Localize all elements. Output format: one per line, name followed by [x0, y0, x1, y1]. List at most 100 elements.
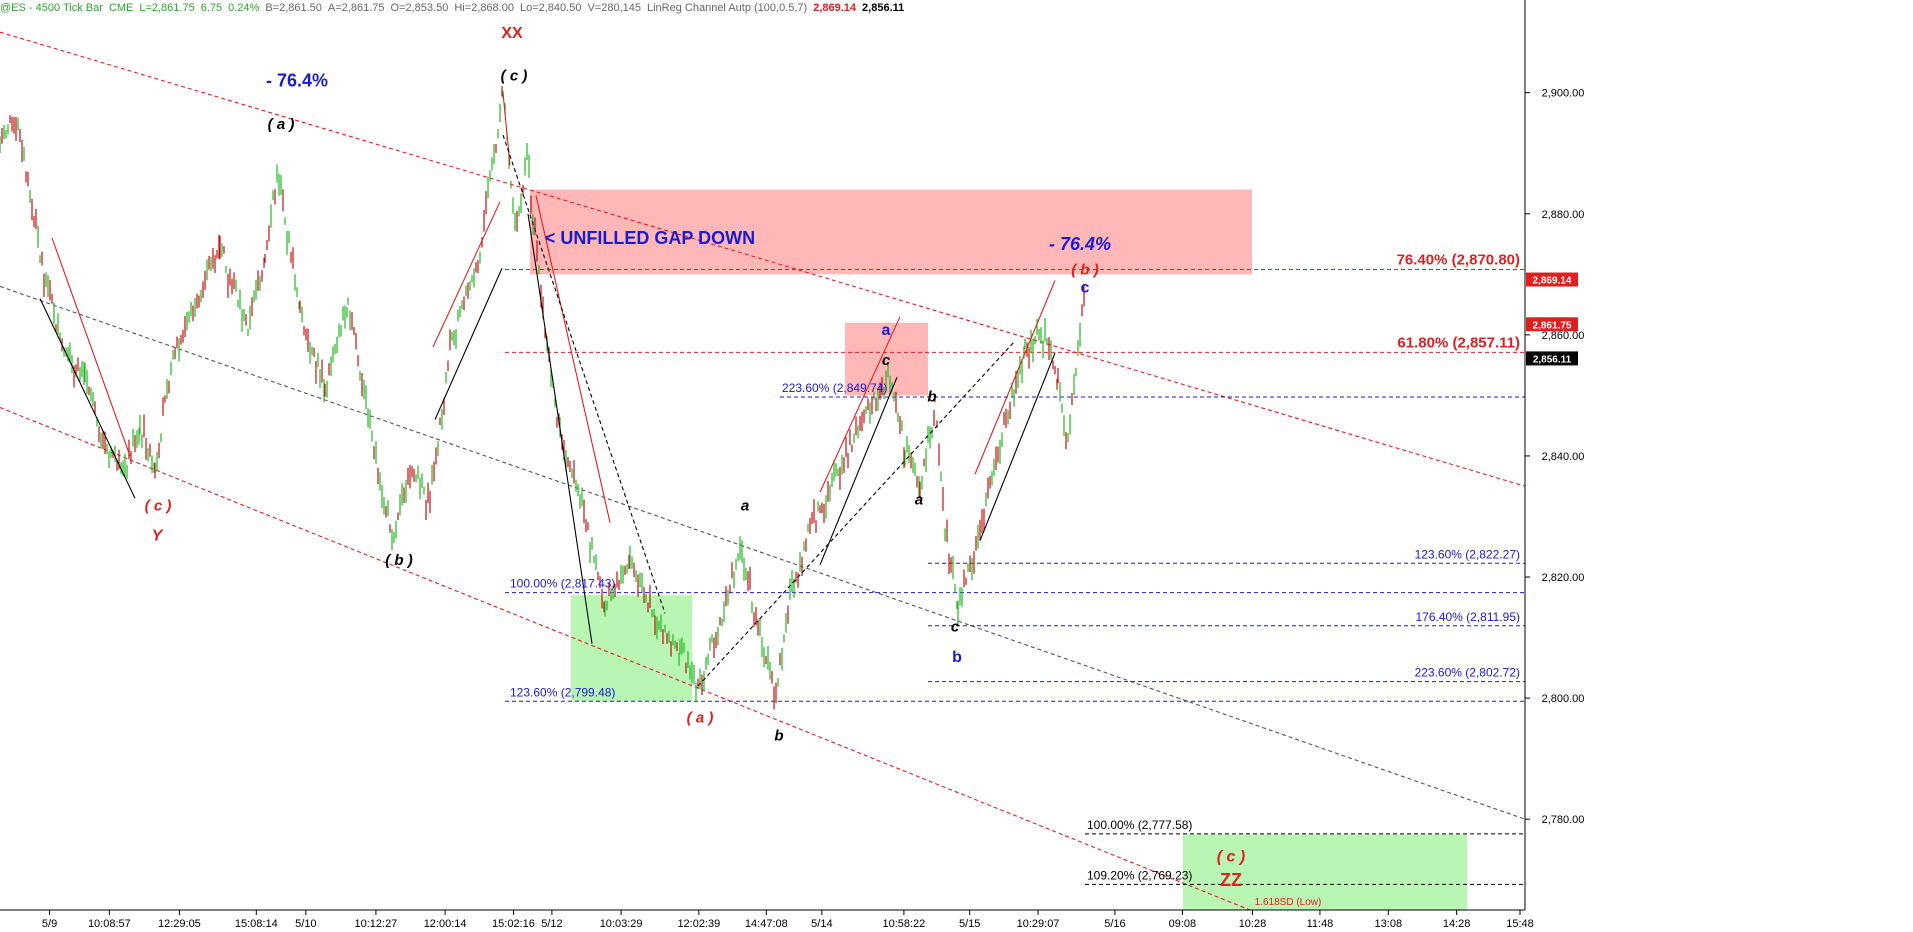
wave-line-1 [51, 237, 131, 457]
header-ind-val1: 2,869.14 [813, 2, 857, 14]
price-tag-label: 2,869.14 [1533, 276, 1572, 287]
x-tick-label: 10:03:29 [600, 918, 643, 930]
fib-level-label-7: 123.60% (2,799.48) [510, 685, 615, 699]
wave-annotation-16: c [951, 619, 960, 636]
wave-annotation-7: < UNFILLED GAP DOWN [545, 228, 755, 248]
x-tick-label: 14:28 [1443, 918, 1471, 930]
wave-line-6 [535, 195, 611, 523]
channel-line-2 [0, 407, 1251, 911]
wave-annotation-14: a [741, 497, 749, 514]
x-tick-label: 5/9 [42, 918, 57, 930]
price-tag-box [1526, 351, 1578, 366]
x-tick-label: 5/14 [811, 918, 832, 930]
wave-line-3 [432, 201, 501, 348]
header-low: Lo=2,840.50 [519, 2, 582, 14]
header-ind-val2: 2,856.11 [862, 2, 905, 14]
wave-annotation-18: ( a ) [687, 709, 714, 726]
x-tick-label: 12:00:14 [424, 918, 467, 930]
wave-annotation-15: a [915, 491, 923, 508]
y-tick-label: 2,840.00 [1542, 451, 1585, 463]
price-tag-label: 2,861.75 [1533, 320, 1572, 331]
wave-annotation-2: XX [501, 25, 523, 42]
wave-line-5 [527, 213, 593, 644]
header-last: L=2,861.75 [139, 2, 195, 14]
header-volume: V=280,145 [587, 2, 641, 14]
wave-annotation-21: ZZ [1220, 870, 1242, 890]
x-tick-label: 13:08 [1375, 918, 1403, 930]
header-open: O=2,853.50 [390, 2, 449, 14]
x-tick-label: 10:08:57 [88, 918, 131, 930]
wave-annotation-11: a [882, 322, 891, 339]
wave-annotation-4: ( c ) [145, 497, 172, 514]
x-tick-label: 10:12:27 [354, 918, 397, 930]
wave-annotation-20: ( c ) [1217, 849, 1245, 866]
x-tick-label: 12:02:39 [677, 918, 720, 930]
wave-annotation-17: b [952, 649, 962, 666]
header-high: Hi=2,868.00 [454, 2, 514, 14]
chart-header: @ES - 4500 Tick Bar CME L=2,861.75 6.75 0.24… [0, 2, 910, 14]
price-tag-box [1526, 272, 1578, 287]
wave-line-9 [819, 377, 898, 566]
wave-annotation-3: ( c ) [501, 68, 528, 85]
x-tick-label: 5/15 [959, 918, 980, 930]
wave-line-2 [434, 268, 503, 420]
wave-line-12 [974, 280, 1056, 475]
y-tick-label: 2,900.00 [1542, 88, 1585, 100]
header-ask: A=2,861.75 [327, 2, 385, 14]
y-tick-label: 2,820.00 [1542, 572, 1585, 584]
price-tag-box [1526, 317, 1578, 332]
price-tag-label: 2,856.11 [1533, 354, 1572, 365]
x-tick-label: 5/10 [295, 918, 316, 930]
y-tick-label: 2,780.00 [1542, 814, 1585, 826]
x-tick-label: 10:29:07 [1017, 918, 1060, 930]
x-tick-label: 5/12 [541, 918, 562, 930]
unfilled-gap-zone [530, 189, 1252, 275]
fib-level-label-8: 100.00% (2,777.58) [1087, 818, 1192, 832]
channel-line-1 [0, 285, 1526, 820]
header-indicator: LinReg Channel Autp (100,0.5,7) [646, 2, 808, 14]
y-tick-label: 2,880.00 [1542, 209, 1585, 221]
x-tick-label: 10:58:22 [882, 918, 925, 930]
x-tick-label: 09:08 [1169, 918, 1197, 930]
wave-annotation-0: - 76.4% [266, 71, 328, 91]
wave-annotation-5: Y [152, 528, 164, 545]
fib-level-label-0: 76.40% (2,870.80) [1397, 251, 1520, 268]
wave-line-4 [502, 92, 511, 166]
fib-level-label-3: 123.60% (2,822.27) [1415, 547, 1520, 561]
x-tick-label: 10:28 [1239, 918, 1267, 930]
fib-level-label-2: 223.60% (2,849.74) [782, 381, 887, 395]
x-tick-label: 5/16 [1104, 918, 1125, 930]
fib-level-label-1: 61.80% (2,857.11) [1397, 334, 1520, 351]
x-tick-label: 12:29:05 [158, 918, 201, 930]
wave-annotation-9: ( b ) [1071, 261, 1099, 278]
header-change-pct: 0.24% [228, 2, 260, 14]
x-tick-label: 15:48 [1506, 918, 1534, 930]
wave-line-7 [502, 134, 666, 614]
wave-line-10 [819, 316, 901, 493]
wave-annotation-19: b [774, 727, 783, 744]
header-change: 6.75 [200, 2, 223, 14]
fib-level-label-9: 109.20% (2,769.23) [1087, 868, 1192, 882]
wave-annotation-8: - 76.4% [1049, 234, 1111, 254]
header-exchange: CME [108, 2, 134, 14]
fib-level-label-4: 100.00% (2,817.43) [510, 577, 615, 591]
x-tick-label: 15:02:16 [492, 918, 535, 930]
wave-annotation-12: c [882, 352, 891, 369]
wave-line-0 [39, 298, 136, 499]
x-tick-label: 14:47:08 [745, 918, 788, 930]
wave-annotation-1: ( a ) [268, 116, 295, 133]
x-tick-label: 15:08:14 [235, 918, 278, 930]
target-zone [1183, 834, 1467, 910]
wave-annotation-22: 1.618SD (Low) [1255, 897, 1322, 908]
y-tick-label: 2,800.00 [1542, 693, 1585, 705]
wave-annotation-10: c [1081, 279, 1090, 296]
wave-line-8 [697, 340, 1016, 687]
header-bid: B=2,861.50 [265, 2, 322, 14]
x-tick-label: 11:48 [1307, 918, 1334, 930]
y-tick-label: 2,860.00 [1542, 330, 1585, 342]
fib-level-label-5: 176.40% (2,811.95) [1415, 610, 1520, 624]
header-symbol: @ES - 4500 Tick Bar [0, 2, 103, 14]
channel-line-0 [0, 31, 1526, 487]
support-box-zone [571, 595, 692, 702]
